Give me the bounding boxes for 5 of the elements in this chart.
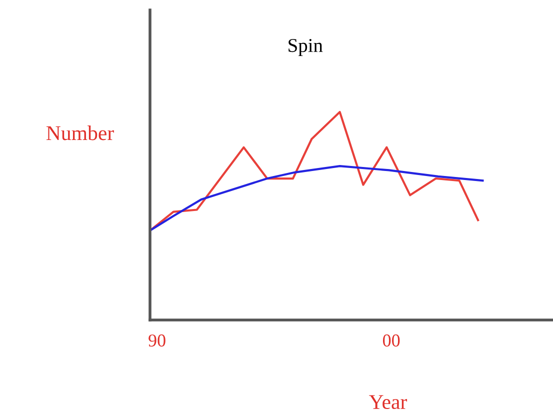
x-axis-title: Year xyxy=(369,395,408,410)
x-tick-label: 90 xyxy=(148,334,166,347)
y-axis-title: Number xyxy=(46,126,114,140)
x-tick-label: 00 xyxy=(382,334,400,347)
chart-title: Spin xyxy=(288,39,323,56)
